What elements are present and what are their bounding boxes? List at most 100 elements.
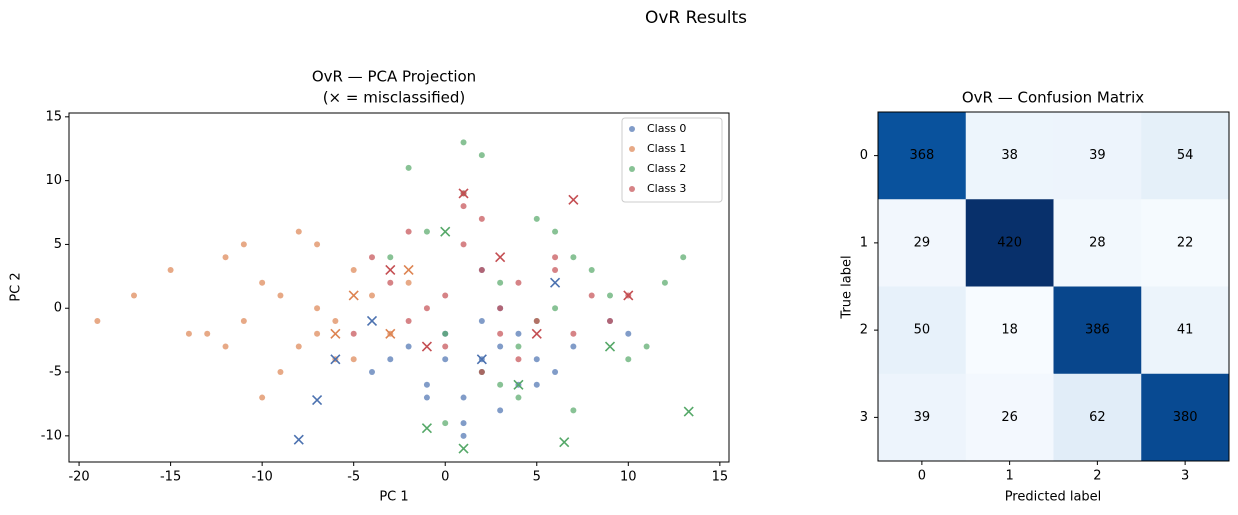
scatter-point <box>167 266 174 273</box>
misclassified-marker <box>330 354 341 365</box>
heatmap-cell <box>1053 286 1142 375</box>
y-tick-label: 0 <box>54 301 62 316</box>
x-tick-label: -10 <box>252 470 273 485</box>
scatter-point <box>478 317 485 324</box>
scatter-point <box>606 317 613 324</box>
scatter-point <box>570 330 577 337</box>
cell-label: 38 <box>1001 148 1018 163</box>
heatmap-cell <box>965 373 1054 462</box>
scatter-point <box>460 139 467 146</box>
scatter-point <box>552 228 559 235</box>
scatter-point <box>625 356 632 363</box>
scatter-point <box>405 343 412 350</box>
cell-label: 420 <box>997 235 1022 250</box>
cell-label: 386 <box>1085 323 1110 338</box>
x-tick-label: -20 <box>68 470 89 485</box>
cell-label: 18 <box>1001 323 1018 338</box>
scatter-point <box>460 394 467 401</box>
cell-label: 29 <box>914 235 931 250</box>
scatter-point <box>442 343 449 350</box>
cell-label: 380 <box>1173 410 1198 425</box>
scatter-point <box>478 152 485 159</box>
cell-label: 41 <box>1177 323 1194 338</box>
scatter-point <box>606 292 613 299</box>
scatter-point <box>259 279 266 286</box>
y-tick-label: 3 <box>860 410 868 425</box>
x-tick-label: 1 <box>1005 469 1013 484</box>
scatter-point <box>368 254 375 261</box>
scatter-point <box>533 381 540 388</box>
misclassified-marker <box>330 328 341 339</box>
scatter-point <box>552 305 559 312</box>
x-tick-label: 10 <box>620 470 637 485</box>
misclassified-marker <box>293 434 304 445</box>
scatter-point <box>259 394 266 401</box>
scatter-point <box>387 279 394 286</box>
scatter-point <box>533 356 540 363</box>
scatter-point <box>478 369 485 376</box>
scatter-point <box>497 407 504 414</box>
x-axis-label: PC 1 <box>379 490 408 505</box>
scatter-point <box>533 317 540 324</box>
cell-label: 39 <box>1089 148 1106 163</box>
heatmap-cell <box>878 199 967 287</box>
x-tick-label: 2 <box>1093 469 1101 484</box>
scatter-point <box>222 254 229 261</box>
scatter-point <box>552 254 559 261</box>
heatmap-cell <box>965 286 1054 375</box>
x-tick-label: 5 <box>533 470 541 485</box>
heatmap-title: OvR — Confusion Matrix <box>962 89 1144 107</box>
cell-label: 22 <box>1177 235 1194 250</box>
scatter-point <box>570 343 577 350</box>
misclassified-marker <box>348 290 359 301</box>
scatter-point <box>350 266 357 273</box>
misclassified-marker <box>559 437 570 448</box>
legend-marker <box>629 146 635 152</box>
scatter-point <box>405 228 412 235</box>
scatter-point <box>552 266 559 273</box>
cell-label: 28 <box>1089 235 1106 250</box>
scatter-point <box>423 228 430 235</box>
scatter-point <box>442 330 449 337</box>
plot-frame <box>68 112 730 463</box>
scatter-point <box>661 279 668 286</box>
x-tick-label: -15 <box>160 470 181 485</box>
heatmap-cell <box>1053 199 1142 287</box>
misclassified-marker <box>403 264 414 276</box>
x-tick-label: 0 <box>918 469 926 484</box>
misclassified-marker <box>683 406 694 417</box>
misclassified-marker <box>440 226 451 237</box>
scatter-point <box>497 343 504 350</box>
legend-marker <box>629 126 635 132</box>
heatmap-cell <box>1141 286 1230 375</box>
heatmap-cell <box>1053 373 1142 462</box>
scatter-point <box>314 330 321 337</box>
scatter-point <box>314 241 321 248</box>
y-tick-label: -5 <box>49 365 62 380</box>
scatter-point <box>405 279 412 286</box>
scatter-point <box>405 317 412 324</box>
scatter-point <box>368 369 375 376</box>
scatter-point <box>588 266 595 273</box>
scatter-point <box>497 279 504 286</box>
misclassified-marker <box>550 277 561 288</box>
cell-label: 368 <box>909 148 934 163</box>
scatter-point <box>588 292 595 299</box>
scatter-point <box>460 432 467 439</box>
x-axis-label: Predicted label <box>1005 490 1102 505</box>
scatter-point <box>185 330 192 337</box>
heatmap-cell <box>965 112 1054 200</box>
misclassified-marker <box>312 395 323 406</box>
y-tick-label: 5 <box>54 237 62 252</box>
y-tick-label: -10 <box>41 428 62 443</box>
scatter-point <box>442 292 449 299</box>
legend-label: Class 1 <box>647 142 686 155</box>
legend-label: Class 0 <box>647 122 686 135</box>
scatter-point <box>478 215 485 222</box>
scatter-subtitle: (× = misclassified) <box>323 89 466 107</box>
scatter-point <box>350 356 357 363</box>
misclassified-marker <box>421 341 432 352</box>
y-tick-label: 2 <box>860 323 868 338</box>
misclassified-marker <box>458 443 469 454</box>
